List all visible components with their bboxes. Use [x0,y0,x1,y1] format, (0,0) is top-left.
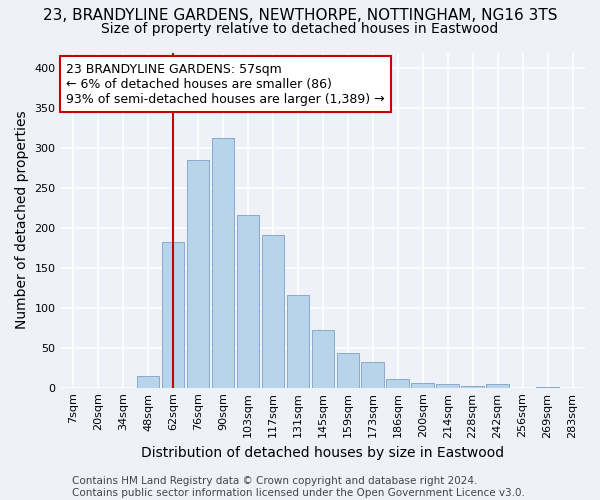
Text: 23 BRANDYLINE GARDENS: 57sqm
← 6% of detached houses are smaller (86)
93% of sem: 23 BRANDYLINE GARDENS: 57sqm ← 6% of det… [66,62,385,106]
Bar [262,236,284,388]
Bar [236,214,259,388]
Bar [311,330,334,388]
Bar [361,362,384,388]
Bar [337,352,359,388]
Bar [461,386,484,388]
Bar [386,379,409,388]
Y-axis label: Number of detached properties: Number of detached properties [15,111,29,330]
X-axis label: Distribution of detached houses by size in Eastwood: Distribution of detached houses by size … [141,446,505,460]
Text: 23, BRANDYLINE GARDENS, NEWTHORPE, NOTTINGHAM, NG16 3TS: 23, BRANDYLINE GARDENS, NEWTHORPE, NOTTI… [43,8,557,22]
Text: Contains HM Land Registry data © Crown copyright and database right 2024.
Contai: Contains HM Land Registry data © Crown c… [72,476,525,498]
Bar [412,383,434,388]
Bar [436,384,459,388]
Bar [487,384,509,388]
Bar [287,295,309,388]
Bar [536,387,559,388]
Text: Size of property relative to detached houses in Eastwood: Size of property relative to detached ho… [101,22,499,36]
Bar [187,160,209,388]
Bar [212,138,234,388]
Bar [161,242,184,388]
Bar [137,376,159,388]
